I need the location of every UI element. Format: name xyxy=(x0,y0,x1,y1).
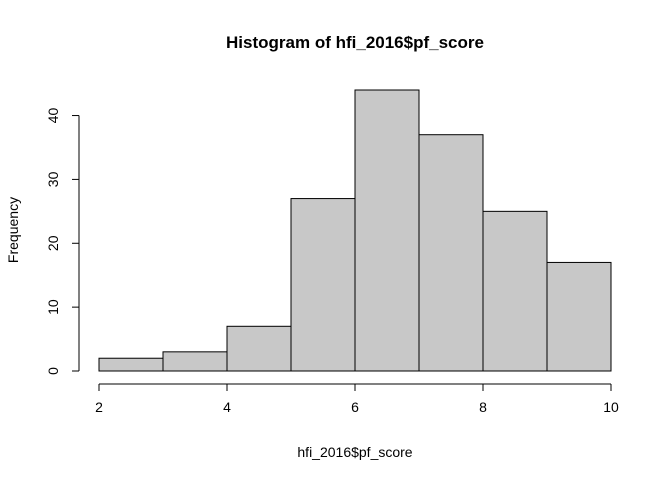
y-tick-label-30: 30 xyxy=(45,171,61,187)
x-axis: 2 4 6 8 10 xyxy=(95,383,619,415)
histogram-bar-8-9 xyxy=(482,210,548,372)
x-tick-label-10: 10 xyxy=(603,399,619,415)
y-tick-label-10: 10 xyxy=(45,299,61,315)
histogram-bar-5-6 xyxy=(290,198,356,372)
histogram-bar-7-8 xyxy=(418,134,484,372)
x-axis-label: hfi_2016$pf_score xyxy=(297,444,412,460)
x-tick-label-4: 4 xyxy=(223,399,231,415)
histogram-bar-2-3 xyxy=(98,357,164,372)
histogram-bar-4-5 xyxy=(226,325,292,372)
chart-title: Histogram of hfi_2016$pf_score xyxy=(226,33,484,52)
x-tick-label-8: 8 xyxy=(479,399,487,415)
y-tick-label-0: 0 xyxy=(45,367,61,375)
x-tick-label-2: 2 xyxy=(95,399,103,415)
histogram-bar-3-4 xyxy=(162,351,228,372)
histogram-bar-9-10 xyxy=(546,261,612,372)
bars-group xyxy=(98,89,612,372)
y-axis-label: Frequency xyxy=(5,197,21,263)
x-tick-label-6: 6 xyxy=(351,399,359,415)
y-tick-label-40: 40 xyxy=(45,108,61,124)
y-tick-label-20: 20 xyxy=(45,235,61,251)
y-axis: 0 10 20 30 40 xyxy=(45,108,80,375)
histogram-bar-6-7 xyxy=(354,89,420,372)
